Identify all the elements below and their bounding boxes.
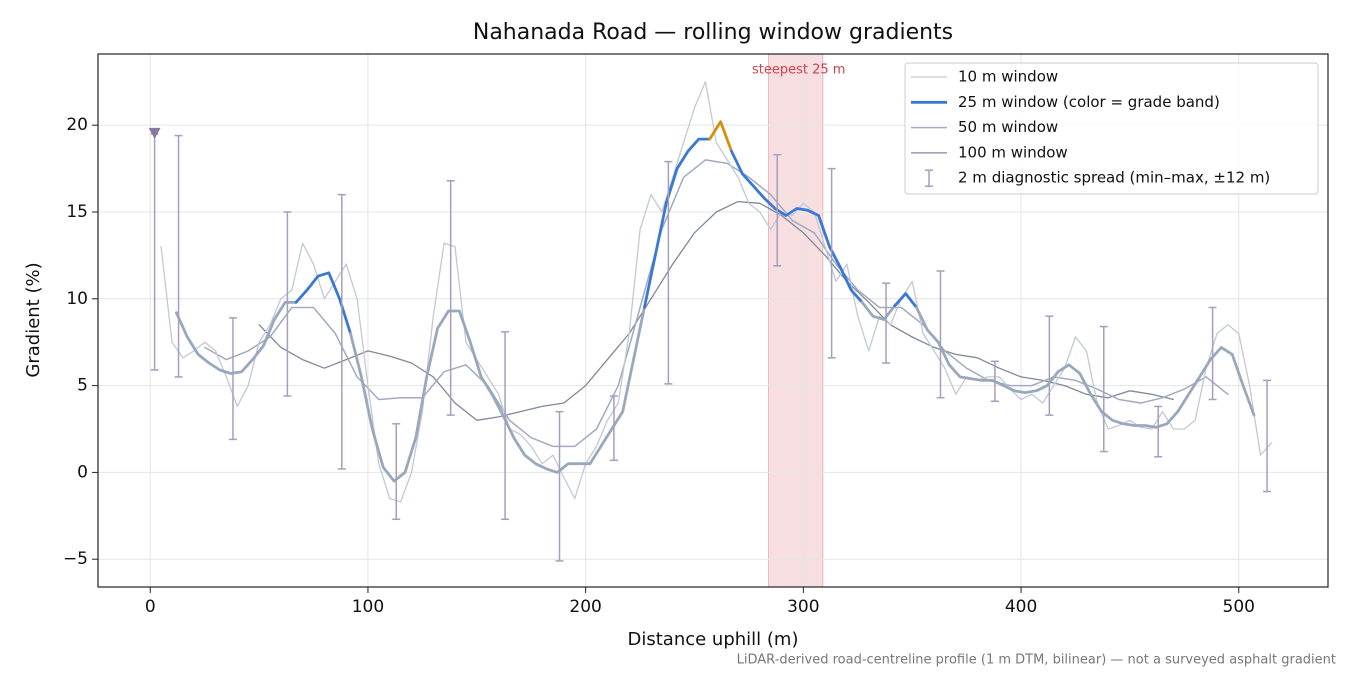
y-tick-label: 0 <box>77 462 88 482</box>
highlight-label: steepest 25 m <box>752 63 845 78</box>
x-tick-label: 300 <box>787 597 819 617</box>
x-tick-label: 0 <box>145 597 156 617</box>
series-line <box>730 149 864 304</box>
series-line <box>175 300 298 375</box>
x-axis-label: Distance uphill (m) <box>628 629 799 650</box>
legend-label: 10 m window <box>958 68 1058 86</box>
y-tick-label: 5 <box>77 376 88 396</box>
y-tick-label: 20 <box>66 115 88 135</box>
series-line <box>860 300 897 321</box>
plot-frame <box>97 53 1329 588</box>
start-marker <box>148 127 161 139</box>
legend-label: 2 m diagnostic spread (min–max, ±12 m) <box>958 169 1270 187</box>
y-tick-label: −5 <box>63 549 88 569</box>
series-line <box>708 120 733 153</box>
series-line <box>258 200 1175 421</box>
x-tick-label: 500 <box>1223 597 1255 617</box>
x-tick-label: 100 <box>352 597 384 617</box>
x-tick-label: 400 <box>1005 597 1037 617</box>
series-line <box>160 81 1273 503</box>
footnote: LiDAR-derived road-centreline profile (1… <box>737 653 1336 668</box>
chart-title: Nahanada Road — rolling window gradients <box>473 20 953 45</box>
series-line <box>349 306 646 483</box>
x-tick-label: 200 <box>569 597 601 617</box>
series-line <box>915 306 1256 429</box>
y-tick-label: 15 <box>66 202 88 222</box>
plot <box>98 54 1328 587</box>
y-axis-label: Gradient (%) <box>23 262 44 377</box>
series-line <box>643 137 712 309</box>
legend-label: 25 m window (color = grade band) <box>958 93 1220 111</box>
legend-label: 50 m window <box>958 118 1058 136</box>
highlight-span <box>768 54 824 587</box>
legend-box <box>904 62 1319 195</box>
y-tick-label: 10 <box>66 289 88 309</box>
legend-label: 100 m window <box>958 143 1068 161</box>
series-line <box>893 292 918 309</box>
series-line <box>203 159 1229 448</box>
